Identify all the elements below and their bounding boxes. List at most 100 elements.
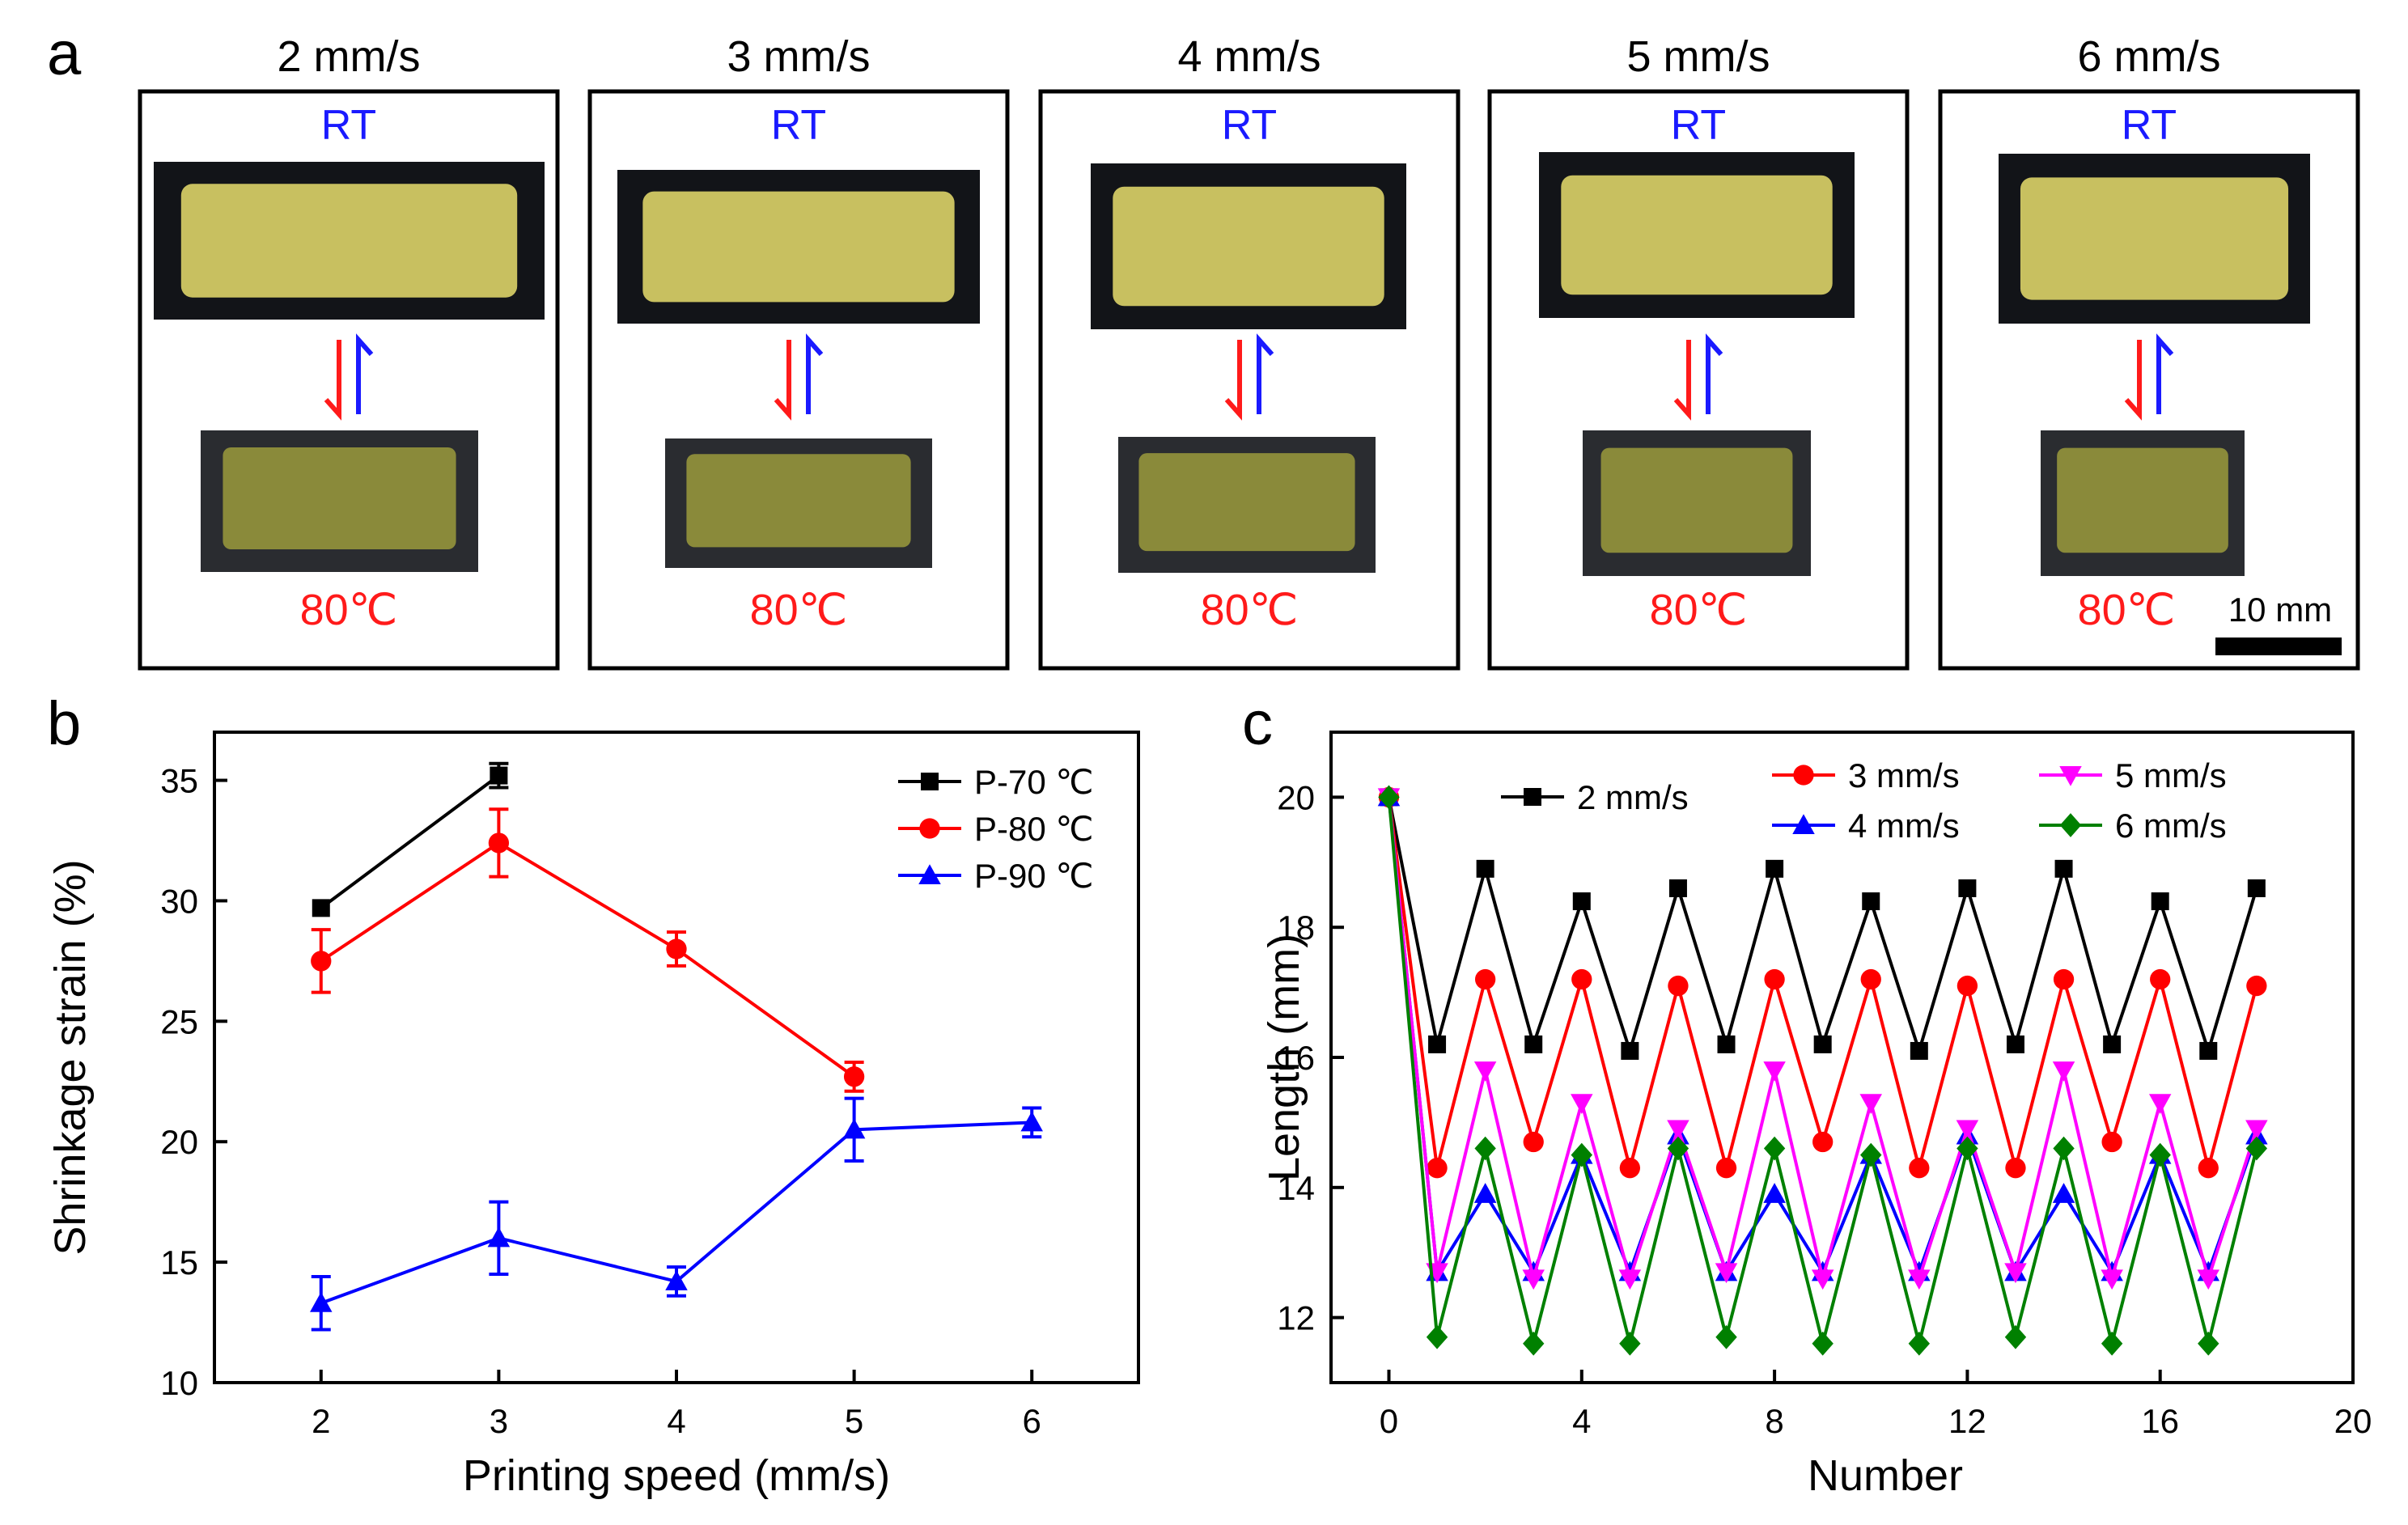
data-point [1667, 1136, 1689, 1161]
data-point [1956, 975, 1978, 997]
data-point [2005, 1158, 2026, 1179]
data-point [1812, 1331, 1834, 1356]
sample-panel: 6 mm/s RT 80℃ [1938, 32, 2360, 671]
data-point [1473, 1061, 1497, 1082]
sample-hot [686, 454, 911, 548]
x-tick-label: 20 [2334, 1402, 2372, 1440]
legend-label: 5 mm/s [2115, 756, 2227, 794]
data-point [310, 1291, 333, 1312]
legend-label: P-80 ℃ [974, 810, 1094, 848]
data-point [2101, 1269, 2123, 1290]
legend-marker [1793, 765, 1814, 786]
data-point [1426, 1324, 1448, 1349]
data-point [1715, 1158, 1737, 1179]
data-point [2199, 1041, 2218, 1060]
photo-frame [587, 89, 1010, 671]
series-line [1387, 797, 2258, 1277]
data-point [2246, 975, 2267, 997]
data-point [2198, 1331, 2219, 1356]
data-point [1860, 968, 1881, 990]
rt-label: RT [771, 102, 826, 149]
legend-entry: P-70 ℃ [898, 763, 1094, 801]
data-point [1668, 975, 1689, 997]
data-point [2004, 1324, 2027, 1349]
x-tick-label: 2 [312, 1402, 330, 1440]
data-point [2053, 1136, 2075, 1161]
legend-marker [1792, 814, 1815, 834]
data-point [1619, 1331, 1641, 1356]
data-point [2004, 1263, 2027, 1284]
y-axis-label: Length (mm) [1260, 934, 1308, 1181]
y-tick-label: 30 [160, 882, 198, 920]
series-line [320, 773, 500, 909]
data-point [2101, 1331, 2123, 1356]
data-point [2006, 1035, 2024, 1053]
legend-entry: P-80 ℃ [898, 810, 1094, 848]
rt-label: RT [321, 102, 376, 149]
data-point [1476, 859, 1494, 878]
data-point [490, 766, 508, 785]
hot-label: 80℃ [1201, 586, 1299, 634]
sample-panel: 2 mm/s RT 80℃ [138, 32, 560, 671]
x-tick-label: 0 [1380, 1402, 1398, 1440]
data-point [1813, 1035, 1832, 1053]
data-point [2197, 1269, 2220, 1290]
data-point [842, 1118, 866, 1139]
data-point [1860, 1142, 1882, 1167]
sample-rt [642, 191, 955, 303]
legend-label: P-90 ℃ [974, 857, 1094, 895]
data-point [1474, 1136, 1496, 1161]
data-point [1378, 785, 1400, 810]
arrow-down-icon [774, 340, 791, 421]
data-point [1524, 1035, 1543, 1053]
legend-entry: 5 mm/s [2039, 756, 2227, 794]
legend-label: 2 mm/s [1577, 778, 1689, 816]
speed-title: 3 mm/s [727, 32, 870, 81]
series-line [1387, 797, 2258, 1175]
data-point [1958, 879, 1977, 897]
x-tick-label: 3 [490, 1402, 508, 1440]
data-point [1859, 1094, 1882, 1115]
y-tick-label: 14 [1277, 1169, 1315, 1207]
sample-hot [223, 447, 456, 549]
data-point [1621, 1041, 1639, 1060]
sample-rt [2020, 177, 2289, 300]
arrow-up-icon [806, 333, 824, 414]
data-point [1763, 1136, 1786, 1161]
x-tick-label: 16 [2141, 1402, 2179, 1440]
x-tick-label: 5 [845, 1402, 863, 1440]
data-point [1715, 1263, 1738, 1284]
data-point [1571, 1142, 1592, 1167]
sample-rt [1113, 186, 1384, 307]
data-point [1523, 1131, 1544, 1153]
data-point [312, 899, 330, 917]
data-point [2151, 892, 2169, 911]
y-tick-label: 18 [1277, 909, 1315, 947]
legend-entry: 2 mm/s [1501, 778, 1689, 816]
data-point [1766, 859, 1784, 878]
arrow-down-icon [2124, 340, 2142, 421]
x-axis-label: Number [1808, 1451, 1963, 1500]
y-tick-label: 15 [160, 1243, 198, 1281]
x-axis-label: Printing speed (mm/s) [463, 1451, 890, 1500]
legend-marker [2059, 813, 2082, 837]
rt-label: RT [1222, 102, 1277, 149]
legend-marker [919, 818, 940, 839]
arrow-up-icon [1706, 333, 1723, 414]
data-point [665, 1270, 688, 1290]
legend-marker [2059, 766, 2082, 786]
sample-hot [1600, 447, 1793, 553]
scale-bar-label: 10 mm [2228, 591, 2332, 629]
arrow-up-icon [356, 333, 374, 414]
data-point [1473, 1183, 1497, 1203]
data-point [2149, 1142, 2171, 1167]
panel-label-a: a [47, 19, 82, 88]
sample-rt [1561, 175, 1833, 295]
data-point [1812, 1131, 1834, 1153]
data-point [1763, 1061, 1786, 1082]
rt-label: RT [1671, 102, 1726, 149]
x-tick-label: 6 [1023, 1402, 1041, 1440]
hot-label: 80℃ [1650, 586, 1748, 634]
speed-title: 6 mm/s [2077, 32, 2220, 81]
